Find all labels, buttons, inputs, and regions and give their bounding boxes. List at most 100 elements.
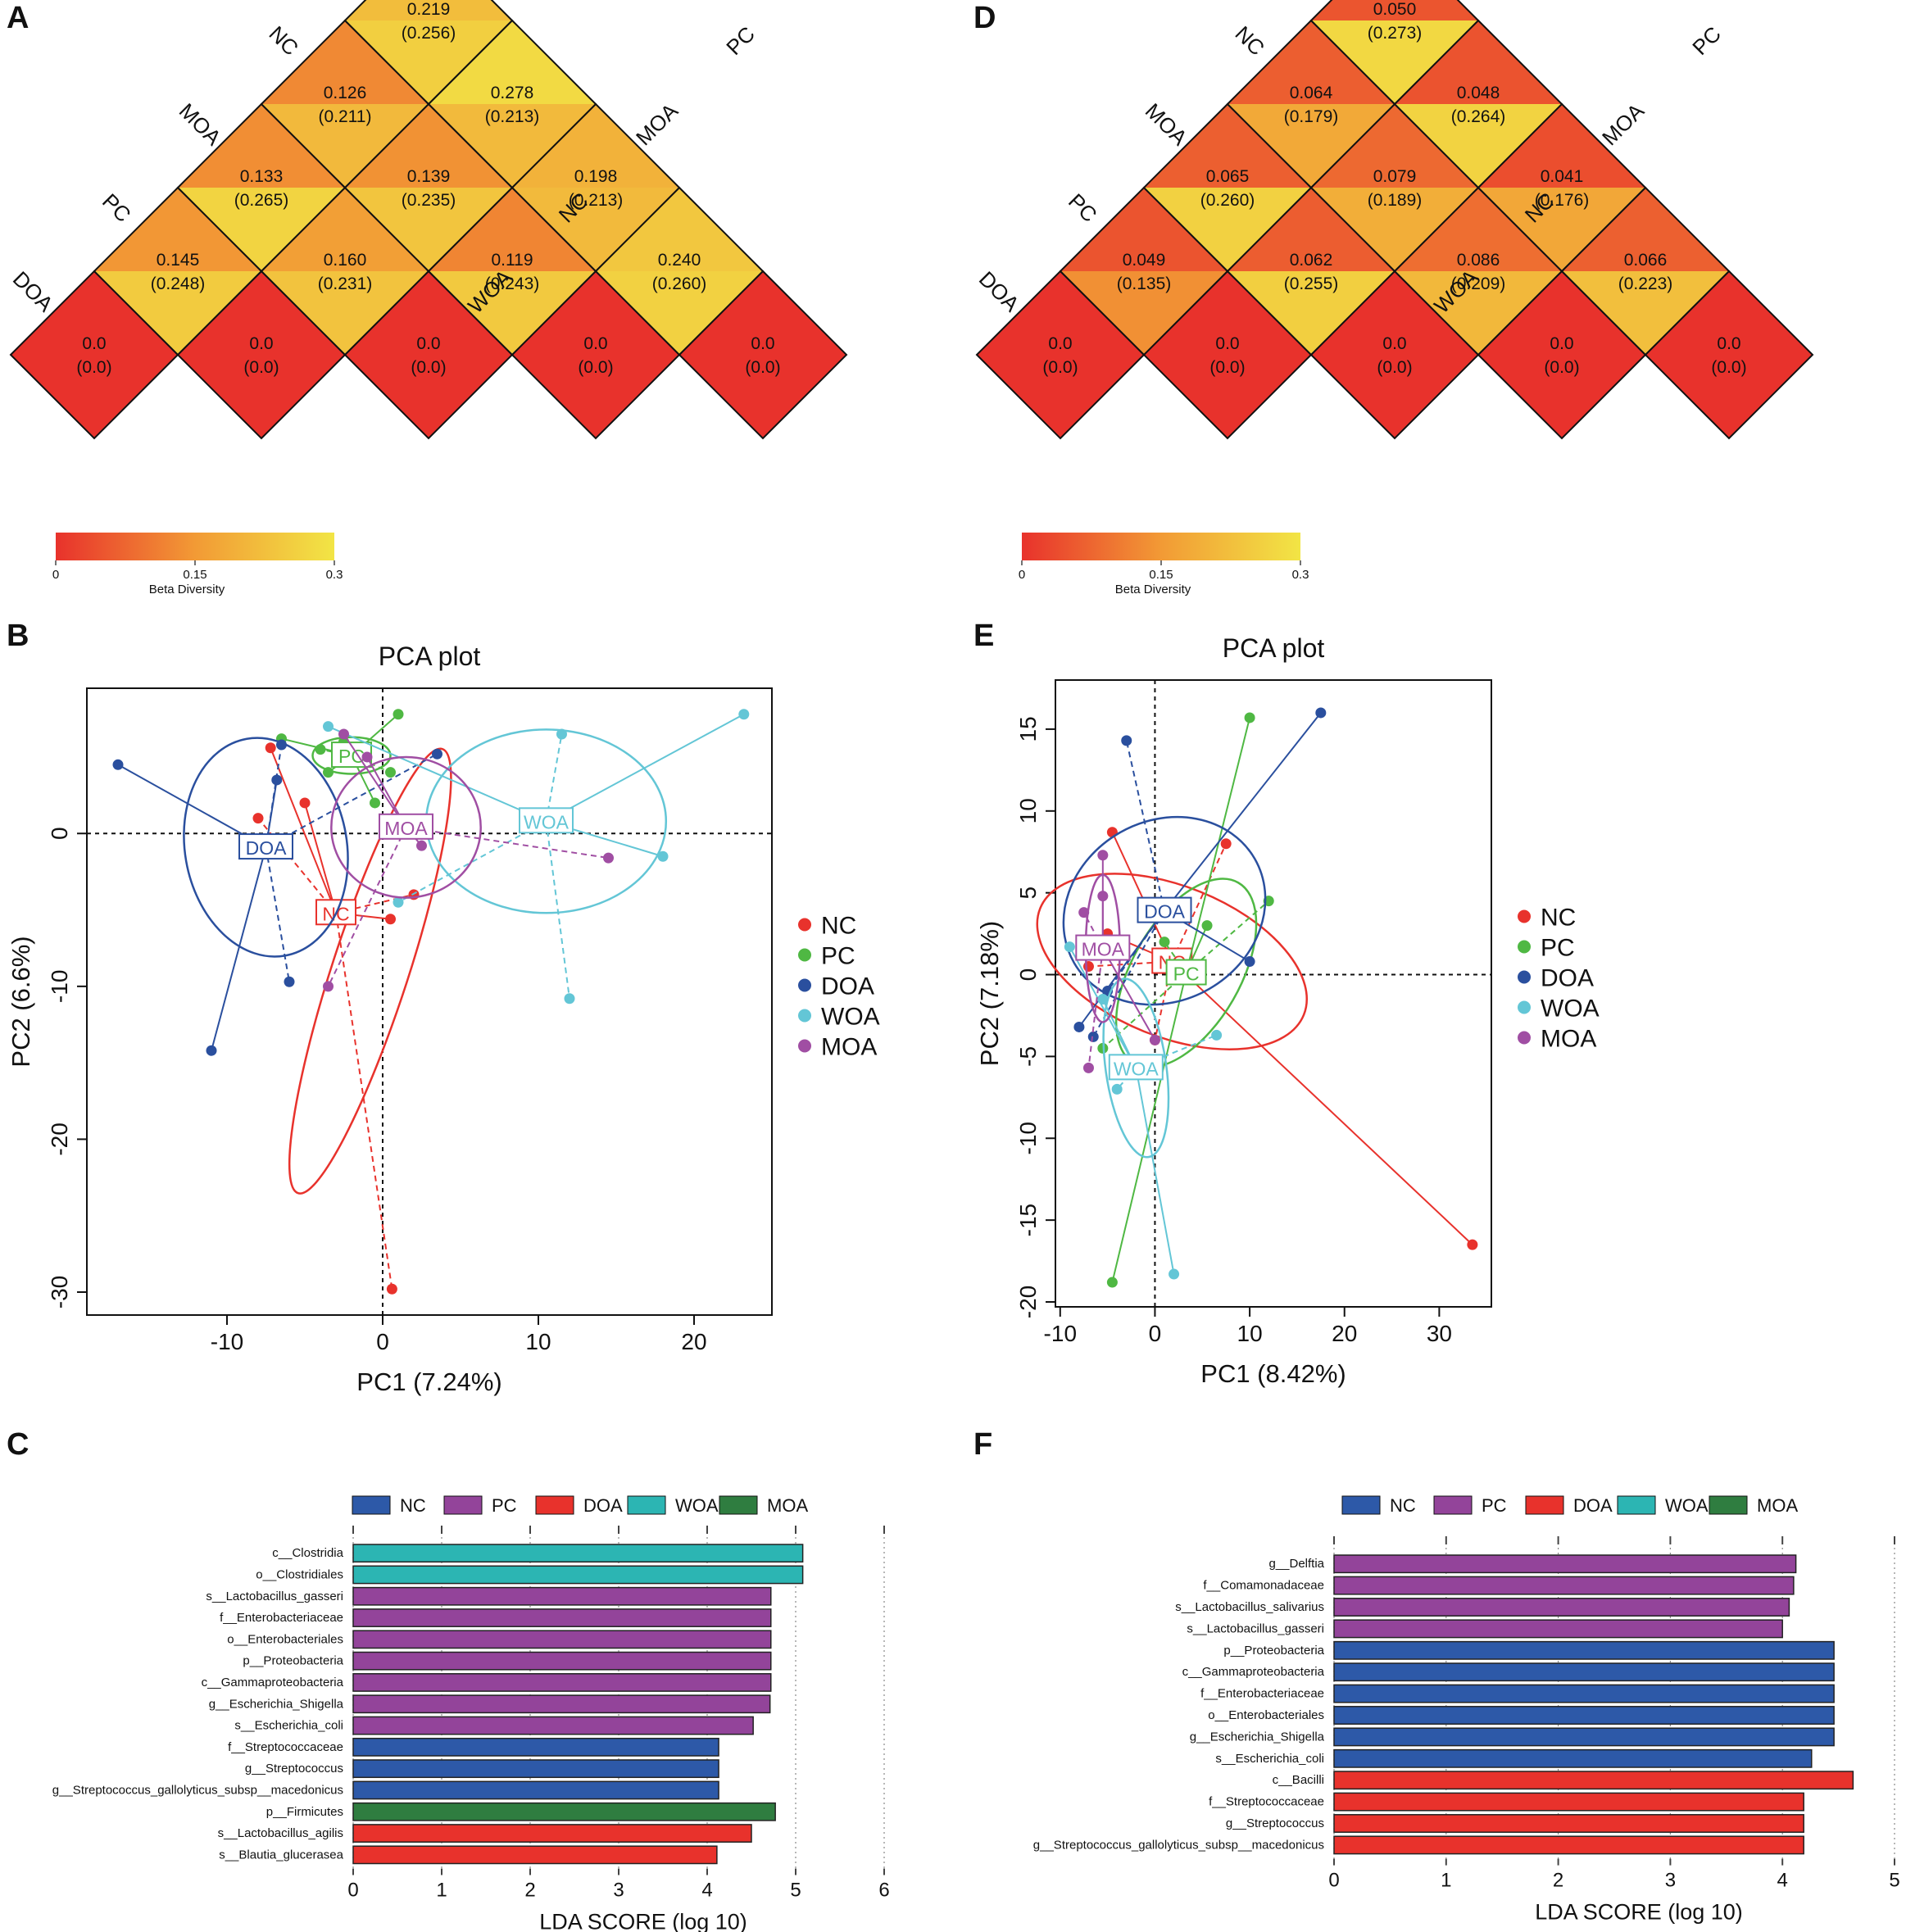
heatmap-cell-value: 0.198 <box>574 167 618 186</box>
y-tick-label: -30 <box>47 1276 72 1308</box>
legend-marker <box>1518 909 1531 923</box>
heatmap-cell-sub: (0.0) <box>745 358 780 377</box>
heatmap-cell-value: 0.0 <box>751 334 774 353</box>
lda-bar <box>352 1565 804 1585</box>
pca-point <box>1082 1062 1094 1073</box>
legend-marker <box>1518 970 1531 984</box>
x-axis-label: PC1 (7.24%) <box>356 1367 501 1396</box>
heatmap-cell-sub: (0.256) <box>402 24 456 43</box>
pca-point <box>1097 993 1109 1005</box>
legend-marker <box>798 1039 811 1053</box>
pca-point <box>738 709 750 720</box>
heatmap-cell-lower <box>1060 271 1228 355</box>
legend-label: DOA <box>1541 965 1594 992</box>
heatmap-cell-upper <box>261 20 429 104</box>
pca-point <box>315 744 326 755</box>
panel-letter-a: A <box>7 1 29 35</box>
x-tick-label: 0 <box>376 1329 389 1354</box>
lda-bar <box>352 1802 776 1821</box>
heatmap-cell-sub: (0.273) <box>1368 24 1423 43</box>
lda-bar <box>1333 1814 1804 1833</box>
heatmap-cell-lower <box>512 188 679 271</box>
heatmap-cell-value: 0.086 <box>1457 251 1500 270</box>
pca-spoke <box>1111 973 1187 1283</box>
lda-bar <box>352 1694 771 1714</box>
heatmap-cell-upper <box>977 271 1144 355</box>
y-tick-label: -20 <box>1015 1286 1041 1318</box>
heatmap-cell-sub: (0.0) <box>76 358 111 377</box>
colorbar-label: Beta Diversity <box>149 583 225 596</box>
heatmap-cell-sub: (0.231) <box>318 274 373 293</box>
panel-letter-d: D <box>973 1 996 35</box>
y-tick-label: 0 <box>47 827 72 840</box>
heatmap-cell-sub: (0.211) <box>319 107 372 126</box>
lda-bar-label: c__Gammaproteobacteria <box>202 1676 344 1689</box>
legend-marker <box>1518 940 1531 954</box>
x-tick-label: 10 <box>525 1329 551 1354</box>
heatmap-cell-sub: (0.213) <box>485 107 540 126</box>
heatmap-cell: 0.219 (0.256) <box>343 0 514 106</box>
pca-point <box>1220 838 1232 850</box>
x-axis-label: PC1 (8.42%) <box>1200 1359 1346 1388</box>
pca-point <box>393 709 404 720</box>
pca-spoke <box>1171 960 1473 1245</box>
heatmap-cell-value: 0.0 <box>82 334 106 353</box>
heatmap-cell-value: 0.0 <box>583 334 607 353</box>
pca-point <box>338 728 349 740</box>
legend-swatch <box>719 1495 758 1515</box>
x-tick-label: 2 <box>524 1880 535 1902</box>
heatmap-cell-border <box>1309 0 1480 106</box>
lda-bar <box>1333 1771 1854 1790</box>
heatmap-cell: 0.0 (0.0) <box>678 270 848 440</box>
heatmap-cell-value: 0.062 <box>1290 251 1333 270</box>
heatmap-cell-sub: (0.135) <box>1117 274 1172 293</box>
heatmap-cell: 0.062 (0.255) <box>1226 186 1396 356</box>
panel-b-pca: PCA plot -10 0 10 20 -30 -20 -10 0 PC1 (7.24%) PC2… <box>7 642 880 1396</box>
heatmap-cell-lower <box>1228 271 1395 355</box>
pca-spoke <box>304 802 337 914</box>
heatmap-cell-value: 0.0 <box>1048 334 1072 353</box>
lda-bar <box>1333 1835 1804 1855</box>
pca-spoke <box>406 826 609 859</box>
heatmap-cell-value: 0.133 <box>240 167 284 186</box>
centroid-label: DOA <box>1144 901 1186 923</box>
y-tick-label: 0 <box>1015 968 1041 982</box>
pca-point <box>603 852 614 864</box>
pca-spoke <box>1087 948 1104 1068</box>
pca-spoke <box>1185 717 1251 973</box>
heatmap-cell-sub: (0.176) <box>1535 191 1590 210</box>
legend-label: PC <box>1482 1495 1507 1516</box>
heatmap-cell-lower <box>345 355 512 438</box>
pca-point <box>556 728 567 740</box>
pca-point <box>1087 1031 1099 1042</box>
heatmap-cell-sub: (0.213) <box>569 191 624 210</box>
heatmap-cell: 0.119 (0.243) <box>427 186 597 356</box>
lda-bar-label: o__Enterobacteriales <box>227 1632 343 1646</box>
heatmap-cell-lower <box>429 104 596 188</box>
legend-swatch <box>1433 1495 1473 1515</box>
heatmap-cell-upper <box>1645 271 1813 355</box>
pca-point <box>112 759 124 770</box>
pca-point <box>416 840 427 851</box>
pca-group-pc: PC <box>1097 712 1274 1288</box>
lda-bar <box>352 1544 804 1563</box>
heatmap-cell-upper <box>1478 104 1645 188</box>
heatmap-right-label: PC <box>721 21 760 60</box>
heatmap-cell-upper <box>1311 271 1478 355</box>
pca-point <box>385 914 396 925</box>
heatmap-cell-upper <box>345 104 512 188</box>
heatmap-cell-value: 0.0 <box>416 334 440 353</box>
heatmap-cell-upper <box>1228 188 1395 271</box>
pca-ellipse <box>1036 873 1308 1050</box>
lda-bar-label: g__Streptococcus <box>1226 1816 1324 1830</box>
heatmap-cell-upper <box>345 0 512 20</box>
legend-marker <box>798 978 811 992</box>
centroid-label-box <box>238 833 293 860</box>
pca-point <box>1201 920 1213 932</box>
heatmap-cell-lower <box>11 355 178 438</box>
heatmap-left-label: DOA <box>974 266 1025 317</box>
centroid-label-box <box>519 807 574 834</box>
heatmap-cell-upper <box>345 271 512 355</box>
heatmap-cell-lower <box>261 271 429 355</box>
heatmap-cell-value: 0.041 <box>1541 167 1584 186</box>
